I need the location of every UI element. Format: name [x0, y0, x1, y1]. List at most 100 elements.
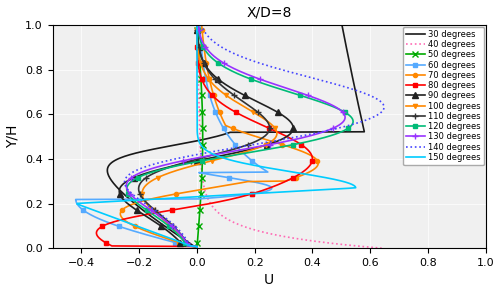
100 degrees [212, 84, 218, 88]
100 degrees [160, 174, 166, 177]
130 degrees [132, 174, 138, 177]
90 degrees [224, 84, 230, 88]
50 degrees [198, 85, 204, 89]
Line: 90 degrees: 90 degrees [116, 22, 296, 251]
90 degrees [266, 106, 272, 110]
50 degrees [194, 246, 200, 250]
130 degrees [280, 85, 286, 89]
Line: 100 degrees: 100 degrees [140, 23, 279, 250]
70 degrees [208, 84, 214, 88]
80 degrees [202, 85, 208, 89]
40 degrees [196, 84, 202, 88]
40 degrees [378, 246, 384, 250]
140 degrees [125, 174, 131, 177]
50 degrees [199, 106, 205, 110]
110 degrees [220, 85, 226, 89]
150 degrees [194, 23, 200, 27]
70 degrees [298, 174, 304, 177]
150 degrees [194, 246, 200, 250]
X-axis label: U: U [264, 273, 274, 287]
Line: 60 degrees: 60 degrees [74, 23, 274, 250]
130 degrees [164, 219, 170, 223]
120 degrees [332, 106, 338, 110]
120 degrees [140, 174, 145, 177]
120 degrees [194, 246, 200, 250]
Title: X/D=8: X/D=8 [246, 6, 292, 20]
Line: 130 degrees: 130 degrees [123, 21, 348, 252]
Line: 80 degrees: 80 degrees [94, 23, 314, 250]
100 degrees [213, 158, 219, 161]
60 degrees [204, 84, 210, 88]
80 degrees [194, 23, 200, 27]
Line: 150 degrees: 150 degrees [77, 25, 355, 248]
100 degrees [194, 23, 200, 27]
Line: 30 degrees: 30 degrees [108, 25, 364, 248]
50 degrees [199, 174, 205, 177]
80 degrees [202, 84, 208, 88]
150 degrees [121, 219, 127, 223]
140 degrees [168, 158, 174, 161]
150 degrees [226, 158, 232, 161]
130 degrees [334, 106, 340, 110]
90 degrees [194, 23, 200, 27]
30 degrees [155, 219, 161, 223]
80 degrees [294, 174, 300, 177]
100 degrees [213, 85, 219, 89]
50 degrees [194, 23, 200, 27]
Y-axis label: Y/H: Y/H [6, 125, 20, 148]
140 degrees [194, 246, 200, 250]
80 degrees [310, 158, 316, 161]
80 degrees [225, 106, 231, 110]
Line: 140 degrees: 140 degrees [124, 25, 384, 248]
60 degrees [210, 106, 216, 110]
110 degrees [194, 246, 200, 250]
120 degrees [205, 158, 211, 161]
150 degrees [194, 85, 200, 89]
70 degrees [194, 246, 200, 250]
110 degrees [192, 158, 198, 161]
40 degrees [196, 106, 202, 110]
90 degrees [151, 219, 157, 223]
30 degrees [113, 158, 119, 161]
70 degrees [215, 106, 221, 110]
110 degrees [249, 106, 255, 110]
130 degrees [194, 246, 200, 250]
120 degrees [270, 85, 276, 89]
110 degrees [165, 219, 171, 223]
140 degrees [342, 85, 348, 89]
30 degrees [339, 23, 345, 27]
30 degrees [194, 246, 200, 250]
90 degrees [226, 85, 232, 89]
60 degrees [212, 174, 218, 177]
90 degrees [200, 158, 205, 161]
90 degrees [136, 174, 142, 177]
80 degrees [194, 246, 200, 250]
140 degrees [166, 219, 172, 223]
140 degrees [338, 84, 344, 88]
50 degrees [196, 219, 202, 223]
50 degrees [200, 158, 205, 161]
150 degrees [194, 84, 200, 88]
150 degrees [194, 106, 200, 110]
40 degrees [228, 219, 234, 223]
100 degrees [162, 219, 168, 223]
40 degrees [196, 85, 202, 89]
60 degrees [248, 158, 254, 161]
60 degrees [194, 246, 200, 250]
140 degrees [198, 23, 204, 27]
70 degrees [314, 158, 320, 161]
30 degrees [106, 174, 112, 177]
Line: 120 degrees: 120 degrees [124, 23, 355, 250]
50 degrees [198, 84, 204, 88]
60 degrees [196, 23, 202, 27]
40 degrees [199, 174, 205, 177]
Line: 110 degrees: 110 degrees [135, 21, 273, 252]
40 degrees [198, 158, 204, 161]
Line: 70 degrees: 70 degrees [118, 23, 320, 250]
90 degrees [194, 246, 200, 250]
Line: 40 degrees: 40 degrees [197, 25, 382, 248]
70 degrees [208, 85, 214, 89]
110 degrees [194, 23, 200, 27]
60 degrees [102, 219, 108, 223]
120 degrees [267, 84, 273, 88]
